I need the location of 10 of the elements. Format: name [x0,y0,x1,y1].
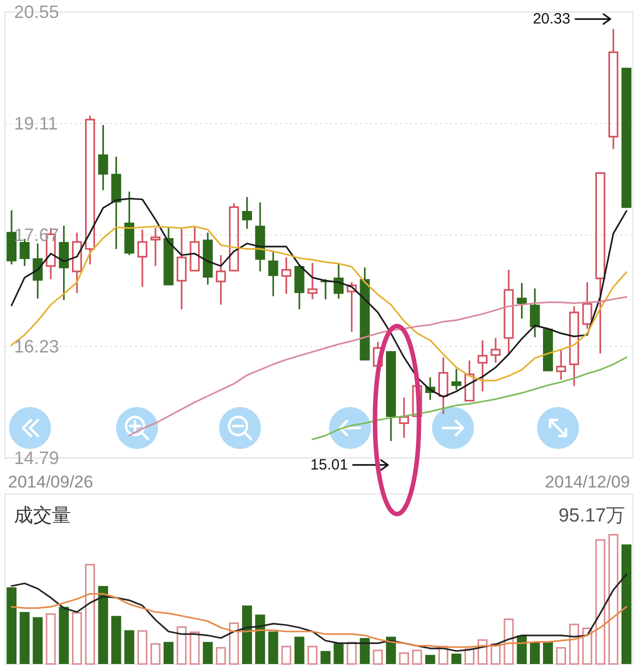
y-tick-label: 16.23 [14,336,60,356]
annotation: 15.01 [310,456,348,474]
y-tick-label: 14.79 [14,448,60,468]
y-tick-label: 20.55 [14,2,60,22]
text: 2014/12/09 [544,472,630,492]
chart-title: 成交量 [14,504,71,526]
annotation: 20.33 [532,10,570,28]
y-tick-label: 19.11 [14,114,58,134]
text: 95.17万 [558,506,625,526]
text: 2014/09/26 [8,472,94,492]
